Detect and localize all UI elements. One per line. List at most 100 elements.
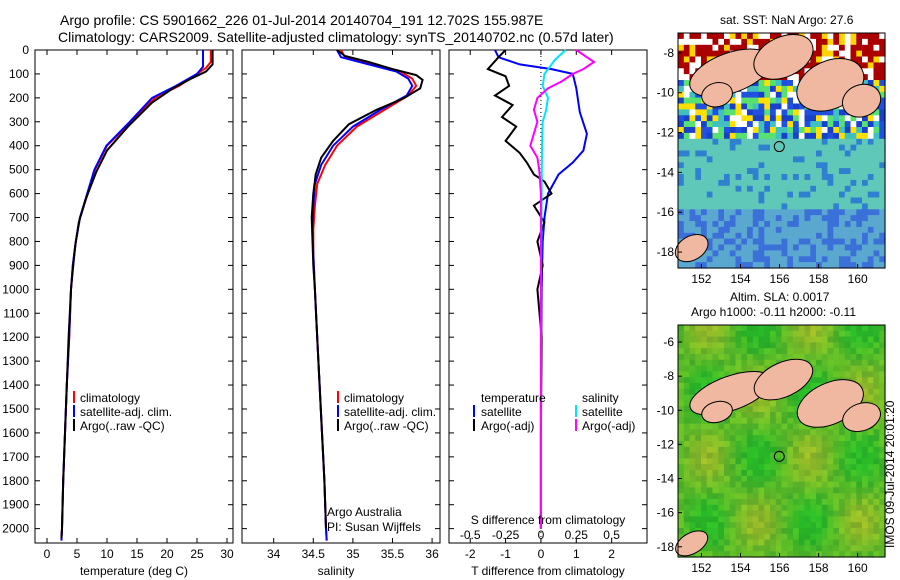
map-cell (827, 215, 834, 222)
map-cell (867, 256, 875, 263)
map-cell (798, 103, 806, 110)
map-cell (781, 256, 788, 263)
map-cell (752, 156, 760, 163)
map-cell (706, 348, 714, 355)
map-cell (689, 115, 696, 122)
map-cell (781, 330, 788, 338)
map-cell (781, 458, 788, 465)
map-cell (873, 56, 880, 63)
map-cell (747, 528, 754, 535)
map-cell (821, 533, 829, 541)
map-cell (827, 127, 834, 134)
map-cell (770, 359, 777, 367)
map-cell (810, 336, 817, 343)
map-cell (879, 551, 886, 558)
map-cell (678, 191, 685, 199)
map-cell (821, 522, 829, 529)
map-cell (683, 44, 691, 52)
map-cell (787, 417, 794, 425)
map-cell (695, 458, 702, 465)
map-cell (770, 238, 777, 246)
map-cell (856, 510, 863, 517)
map-cell (758, 325, 765, 332)
map-cell (770, 109, 777, 116)
map-cell (758, 504, 765, 512)
lon-tick-label: 158 (809, 272, 829, 286)
map-cell (701, 221, 708, 228)
map-cell (873, 238, 880, 246)
map-cell (683, 150, 691, 157)
map-cell (758, 244, 765, 251)
map-cell (706, 33, 714, 40)
map-cell (873, 191, 880, 199)
map-cell (724, 470, 731, 477)
map-cell (747, 475, 754, 483)
map-cell (816, 435, 823, 442)
map-cell (712, 168, 719, 175)
map-cell (821, 458, 829, 465)
map-cell (867, 446, 875, 454)
map-cell (724, 121, 731, 128)
map-cell (701, 377, 708, 384)
map-cell (741, 470, 748, 477)
map-cell (873, 470, 880, 477)
map-cell (867, 209, 875, 216)
map-cell (879, 539, 886, 546)
map-cell (712, 330, 719, 338)
map-cell (879, 435, 886, 442)
map-cell (862, 499, 869, 506)
map-cell (775, 499, 783, 506)
map-cell (752, 510, 760, 517)
map-cell (678, 203, 685, 210)
map-cell (804, 197, 811, 204)
map-cell (689, 38, 696, 46)
figure-title-line2: Climatology: CARS2009. Satellite-adjuste… (58, 29, 614, 45)
map-cell (856, 336, 863, 343)
map-cell (706, 109, 714, 116)
map-cell (695, 168, 702, 175)
map-cell (706, 50, 714, 58)
map-cell (678, 91, 685, 99)
map-cell (678, 330, 685, 338)
map-cell (683, 121, 691, 128)
map-cell (867, 162, 875, 169)
map-cell (821, 203, 829, 210)
map-cell (735, 232, 742, 240)
map-cell (862, 174, 869, 181)
map-cell (683, 132, 691, 140)
map-cell (701, 156, 708, 163)
map-cell (821, 481, 829, 488)
sla-map-cells (678, 325, 886, 558)
map-cell (787, 250, 794, 257)
map-cell (752, 429, 760, 436)
map-cell (821, 429, 829, 436)
map-cell (706, 44, 714, 52)
map-cell (821, 162, 829, 169)
map-cell (683, 429, 691, 436)
map-cell (873, 481, 880, 488)
map-cell (879, 429, 886, 436)
map-cell (741, 138, 748, 146)
map-cell (735, 162, 742, 169)
map-cell (821, 138, 829, 146)
map-cell (827, 226, 834, 234)
temperature-depth-ticks: 0100200300400500600700800900100011001200… (2, 43, 647, 536)
map-cell (683, 209, 691, 216)
map-cell (804, 62, 811, 69)
map-cell (856, 38, 863, 46)
map-cell (839, 262, 846, 269)
map-cell (758, 365, 765, 372)
map-cell (764, 470, 771, 477)
map-cell (683, 371, 691, 378)
map-cell (867, 68, 875, 75)
map-cell (752, 232, 760, 240)
map-cell (729, 412, 737, 419)
map-cell (833, 325, 840, 332)
map-cell (804, 325, 811, 332)
map-cell (844, 232, 852, 240)
map-cell (689, 179, 696, 187)
map-cell (729, 348, 737, 355)
map-cell (718, 109, 725, 116)
map-cell (850, 250, 857, 257)
map-cell (879, 44, 886, 52)
